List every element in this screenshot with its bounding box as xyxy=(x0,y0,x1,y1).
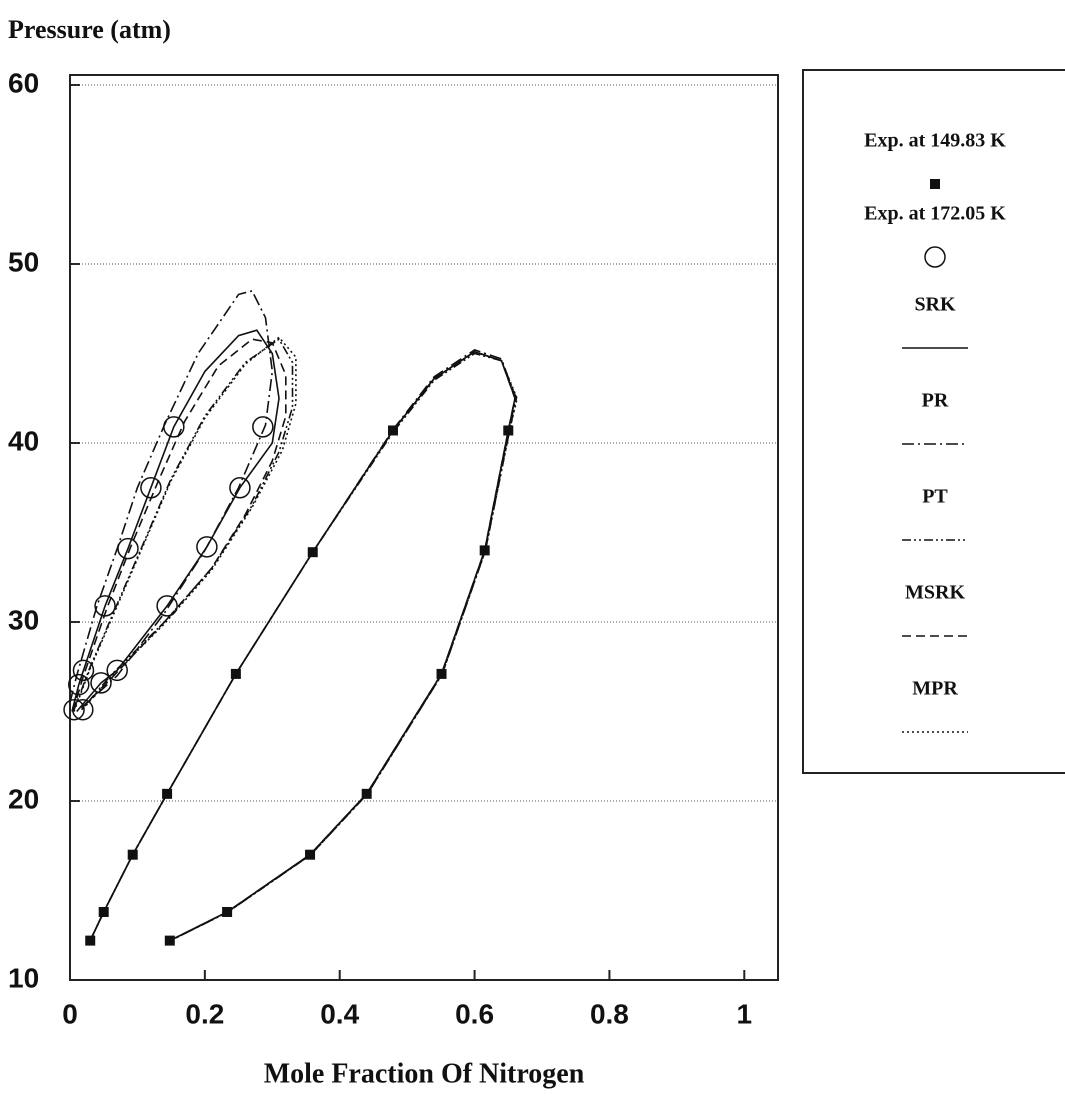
circle-marker xyxy=(196,536,218,558)
circle-marker xyxy=(68,673,90,696)
circle-marker xyxy=(106,659,128,682)
square-marker xyxy=(164,935,175,946)
circle-marker xyxy=(90,672,112,694)
legend-label: MSRK xyxy=(905,582,965,604)
x-tick-label: 0 xyxy=(62,998,78,1029)
legend-label: PR xyxy=(922,390,949,412)
y-tick-label: 20 xyxy=(8,783,39,814)
circle-marker xyxy=(72,659,95,682)
circle-marker xyxy=(63,698,85,721)
legend-label: SRK xyxy=(914,294,956,316)
legend-label: Exp. at 149.83 K xyxy=(864,130,1006,152)
y-tick-label: 60 xyxy=(8,67,39,98)
circle-marker xyxy=(252,416,274,438)
legend-marker xyxy=(924,246,946,268)
chart-title: Pressure (atm) xyxy=(8,15,171,44)
model-line xyxy=(71,329,516,942)
x-axis-label: Mole Fraction Of Nitrogen xyxy=(264,1058,585,1089)
legend-label: Exp. at 172.05 K xyxy=(864,203,1006,225)
model-line xyxy=(71,338,516,942)
legend-marker xyxy=(930,179,940,189)
x-tick-label: 0.2 xyxy=(185,998,224,1029)
circle-marker xyxy=(229,477,251,499)
circle-marker xyxy=(156,595,178,617)
y-tick-label: 40 xyxy=(8,425,39,456)
plot-frame xyxy=(69,74,779,981)
x-tick-label: 1 xyxy=(736,998,752,1029)
y-tick-label: 10 xyxy=(8,962,39,993)
x-tick-label: 0.4 xyxy=(320,998,359,1029)
y-tick-label: 50 xyxy=(8,246,39,277)
legend-label: PT xyxy=(922,486,948,508)
square-marker xyxy=(85,935,96,946)
y-tick-label: 30 xyxy=(8,604,39,635)
x-tick-label: 0.8 xyxy=(590,998,629,1029)
x-tick-label: 0.6 xyxy=(455,998,494,1029)
legend-label: MPR xyxy=(912,678,958,700)
circle-marker xyxy=(72,698,94,721)
legend-box xyxy=(802,69,1065,774)
